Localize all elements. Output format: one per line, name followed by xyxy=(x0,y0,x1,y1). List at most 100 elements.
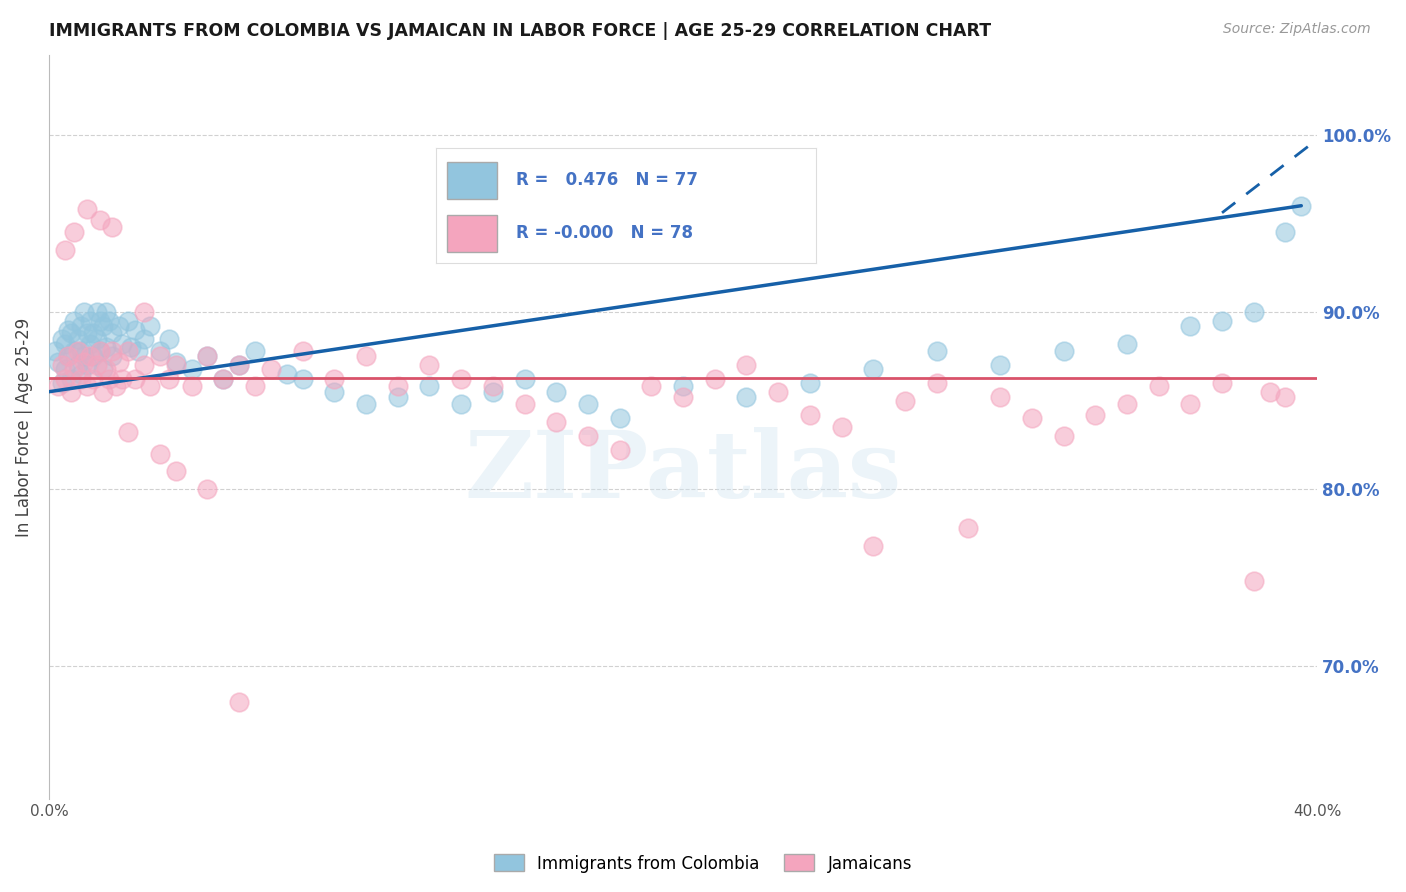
Point xyxy=(91,319,114,334)
Point xyxy=(1211,314,1233,328)
Point xyxy=(101,349,124,363)
Point xyxy=(117,314,139,328)
Point xyxy=(53,361,76,376)
Point xyxy=(94,340,117,354)
Point xyxy=(117,425,139,440)
Y-axis label: In Labor Force | Age 25-29: In Labor Force | Age 25-29 xyxy=(15,318,32,537)
Point xyxy=(450,372,472,386)
Point xyxy=(132,305,155,319)
Point xyxy=(117,343,139,358)
Point xyxy=(609,411,631,425)
Point xyxy=(323,384,346,399)
Point xyxy=(1052,429,1074,443)
Point xyxy=(111,372,134,386)
Point xyxy=(86,358,108,372)
Point xyxy=(66,358,89,372)
Point xyxy=(53,372,76,386)
Point xyxy=(831,420,853,434)
Point xyxy=(51,376,73,390)
Point xyxy=(1258,384,1281,399)
Point xyxy=(124,372,146,386)
Point xyxy=(387,379,409,393)
Point xyxy=(159,372,181,386)
Point xyxy=(60,372,83,386)
Point xyxy=(418,379,440,393)
Point xyxy=(925,376,948,390)
Point xyxy=(354,349,377,363)
Point xyxy=(132,358,155,372)
Point xyxy=(576,429,599,443)
Point xyxy=(89,343,111,358)
Text: ZIPatlas: ZIPatlas xyxy=(464,426,901,516)
Point xyxy=(576,397,599,411)
Point xyxy=(69,343,91,358)
Point xyxy=(56,349,79,363)
Point xyxy=(44,343,66,358)
Point xyxy=(323,372,346,386)
Point xyxy=(862,361,884,376)
Point xyxy=(165,465,187,479)
Point xyxy=(1147,379,1170,393)
Point xyxy=(197,349,219,363)
Point xyxy=(69,319,91,334)
Point xyxy=(1116,397,1139,411)
Point xyxy=(89,314,111,328)
Point xyxy=(894,393,917,408)
Point xyxy=(165,358,187,372)
Point xyxy=(82,349,104,363)
Point xyxy=(73,305,96,319)
Point xyxy=(73,354,96,368)
Point xyxy=(243,379,266,393)
Point xyxy=(66,343,89,358)
Point xyxy=(94,361,117,376)
Point xyxy=(212,372,235,386)
Point xyxy=(79,314,101,328)
Point xyxy=(111,337,134,351)
Point xyxy=(132,332,155,346)
Point xyxy=(66,332,89,346)
Point xyxy=(1180,319,1202,334)
Point xyxy=(1243,305,1265,319)
Point xyxy=(197,482,219,496)
Point xyxy=(82,326,104,341)
Point xyxy=(56,349,79,363)
Point xyxy=(672,390,695,404)
Point xyxy=(672,379,695,393)
Point xyxy=(79,349,101,363)
Point xyxy=(149,349,172,363)
Point xyxy=(51,332,73,346)
Point xyxy=(291,343,314,358)
Point xyxy=(51,358,73,372)
Point xyxy=(513,372,536,386)
Point xyxy=(387,390,409,404)
Point xyxy=(48,379,70,393)
Point xyxy=(101,326,124,341)
Point xyxy=(799,408,821,422)
Point xyxy=(124,323,146,337)
Point xyxy=(1274,390,1296,404)
Point xyxy=(1052,343,1074,358)
Point xyxy=(180,379,202,393)
Point xyxy=(91,361,114,376)
Point xyxy=(139,319,162,334)
Point xyxy=(76,202,98,217)
Point xyxy=(76,326,98,341)
Point xyxy=(86,332,108,346)
Point xyxy=(291,372,314,386)
Point xyxy=(120,340,142,354)
Point xyxy=(149,343,172,358)
Point xyxy=(766,384,789,399)
Point xyxy=(165,354,187,368)
Point xyxy=(1084,408,1107,422)
Point xyxy=(76,358,98,372)
Point xyxy=(212,372,235,386)
Point xyxy=(1211,376,1233,390)
Point xyxy=(1274,225,1296,239)
Point xyxy=(63,343,86,358)
Point xyxy=(127,343,149,358)
Point xyxy=(988,390,1011,404)
Text: Source: ZipAtlas.com: Source: ZipAtlas.com xyxy=(1223,22,1371,37)
Point xyxy=(228,358,250,372)
Point xyxy=(69,372,91,386)
Point xyxy=(1243,574,1265,589)
